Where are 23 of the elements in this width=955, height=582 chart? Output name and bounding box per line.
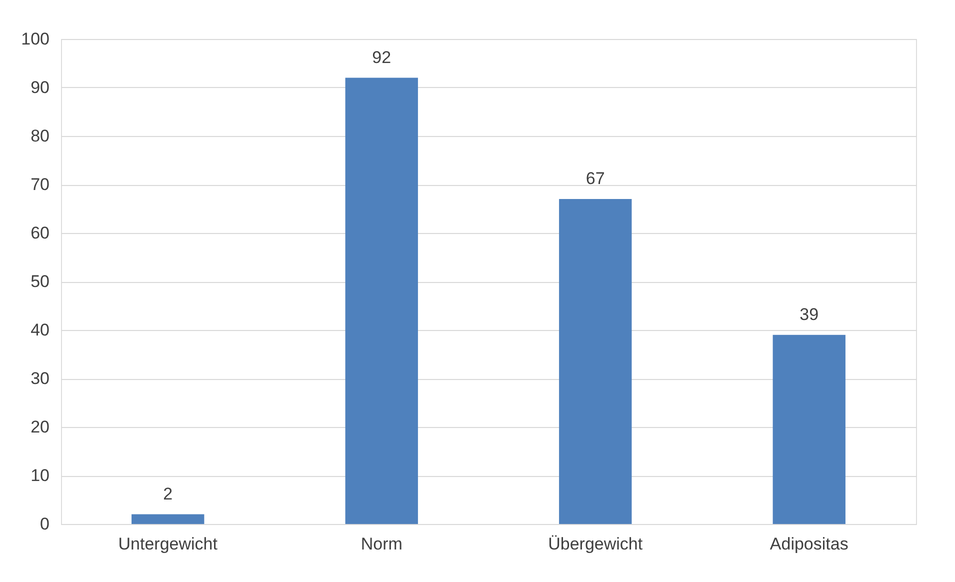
bar (559, 199, 632, 524)
x-tick-label: Norm (360, 534, 402, 554)
y-tick-label: 10 (30, 466, 50, 485)
y-tick-label: 0 (40, 514, 50, 534)
y-tick-label: 60 (30, 224, 50, 242)
y-tick-label: 70 (30, 175, 50, 194)
x-tick-label: Adipositas (770, 534, 848, 554)
y-tick-label: 30 (30, 369, 50, 388)
data-label: 92 (372, 48, 392, 67)
y-tick-label: 80 (30, 126, 50, 146)
data-label: 67 (586, 169, 605, 188)
x-tick-label: Übergewicht (548, 534, 643, 554)
bar (772, 334, 846, 524)
y-tick-label: 40 (30, 320, 50, 340)
y-tick-label: 20 (30, 418, 50, 436)
x-tick-label: Untergewicht (118, 534, 218, 554)
y-tick-label: 50 (30, 272, 50, 291)
bar (345, 78, 418, 524)
data-label: 2 (163, 484, 173, 504)
y-tick-label: 100 (21, 30, 50, 48)
data-label: 39 (800, 304, 819, 324)
y-tick-label: 90 (30, 78, 50, 97)
bar (132, 514, 204, 524)
